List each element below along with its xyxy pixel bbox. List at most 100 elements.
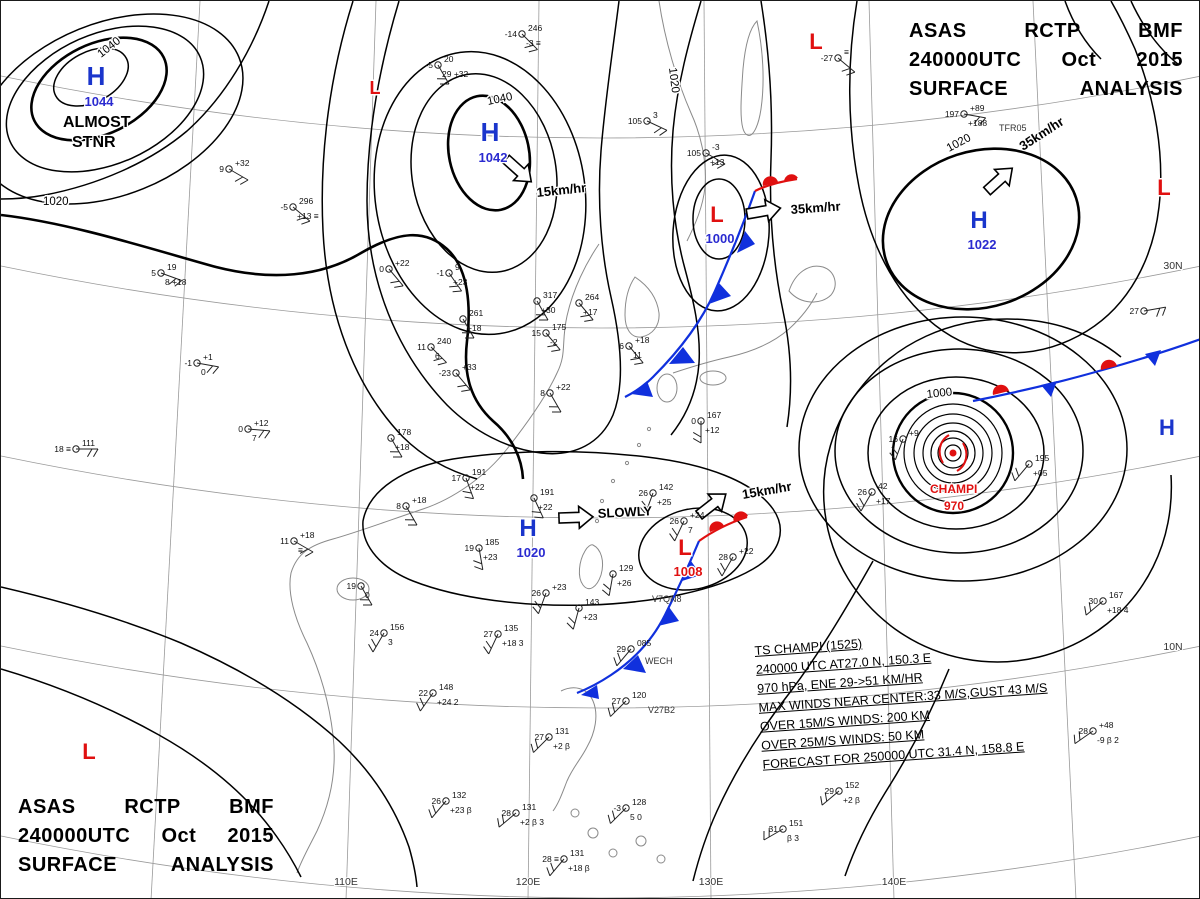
wind-barb-tick-icon xyxy=(474,566,483,571)
station-pressure: +22 xyxy=(395,258,410,268)
low-center-symbol: L xyxy=(710,202,723,227)
station-temp: 16 xyxy=(889,434,899,444)
wind-barb-tick-icon xyxy=(428,809,433,819)
wind-barb-tick-icon xyxy=(368,643,374,653)
station-pressure: 20 xyxy=(444,54,454,64)
station-circle-icon xyxy=(442,797,450,805)
arrow-e-icon xyxy=(745,198,782,224)
station-circle-icon xyxy=(445,269,453,277)
station-extra: +17 xyxy=(583,307,598,317)
station-plot: 264 +17 xyxy=(575,292,599,322)
wind-barb-icon xyxy=(895,438,904,460)
station-circle-icon xyxy=(1140,307,1148,315)
station-circle-icon xyxy=(1025,460,1033,468)
station-temp: 15 xyxy=(532,328,542,338)
station-pressure: 178 xyxy=(397,427,411,437)
station-plot: 129 +26 xyxy=(601,563,633,597)
station-plot: -3 128 5 0 xyxy=(607,797,646,824)
station-plot: 6 +18 11 xyxy=(619,335,650,365)
station-temp: 22 xyxy=(419,688,429,698)
wind-barb-icon xyxy=(390,437,403,458)
station-pressure: +9 xyxy=(909,428,919,438)
wind-barb-tick-icon xyxy=(416,702,421,712)
wind-barb-tick-icon xyxy=(551,349,561,352)
pressure-center: L xyxy=(368,77,382,100)
wind-barb-icon xyxy=(536,300,549,321)
station-plot: 0 167 +12 xyxy=(691,410,721,444)
pressure-center: H 1044 xyxy=(83,60,115,111)
station-pressure: 240 xyxy=(437,336,451,346)
wind-barb-tick-icon xyxy=(534,600,541,609)
wind-barb-tick-icon xyxy=(716,163,726,169)
pressure-value: 1000 xyxy=(706,231,735,246)
wind-barb-tick-icon xyxy=(566,622,574,630)
wind-barb-icon xyxy=(455,372,471,391)
wind-barb-icon xyxy=(616,648,632,667)
station-pressure: 317 xyxy=(543,290,557,300)
wind-barb-tick-icon xyxy=(530,743,534,753)
station-extra: 0 xyxy=(365,590,370,600)
station-plot: 26 132 +23 β xyxy=(428,790,472,819)
station-circle-icon xyxy=(622,804,630,812)
station-circle-icon xyxy=(1089,727,1097,735)
station-temp: 28 xyxy=(502,808,512,818)
station-circle-icon xyxy=(575,299,583,307)
station-temp: 17 xyxy=(452,473,462,483)
station-temp: 6 xyxy=(619,341,624,351)
station-temp: 5 xyxy=(151,268,156,278)
movement-arrows xyxy=(501,154,1014,530)
station-circle-icon xyxy=(289,203,297,211)
station-temp: 28 xyxy=(719,552,729,562)
station-extra: +18 4 xyxy=(1107,605,1129,615)
wind-barb-icon xyxy=(160,272,182,281)
station-pressure: 264 xyxy=(585,292,599,302)
station-plot: 197 +89 +188 xyxy=(945,103,988,128)
wind-barb-icon xyxy=(610,807,627,824)
station-circle-icon xyxy=(627,645,635,653)
wind-barb-tick-icon xyxy=(1156,308,1161,317)
station-pressure: 9 xyxy=(455,262,460,272)
stationary-front-east xyxy=(972,338,1199,403)
wind-barb-tick-icon xyxy=(304,551,314,557)
station-temp: -5 xyxy=(280,202,288,212)
wind-barb-tick-icon xyxy=(1015,467,1020,477)
station-plot: 191 +22 xyxy=(530,487,554,519)
front-layer xyxy=(576,174,1199,699)
station-temp: 29 xyxy=(617,644,627,654)
high-center-symbol: H xyxy=(1159,415,1175,440)
station-plot: 0 +12 7 xyxy=(238,418,271,443)
wind-barb-tick-icon xyxy=(659,129,668,136)
wind-barb-tick-icon xyxy=(584,319,594,322)
wind-barb-icon xyxy=(292,206,311,222)
station-temp: 19 xyxy=(347,581,357,591)
wind-barb-tick-icon xyxy=(174,280,182,287)
station-temp: 26 xyxy=(432,796,442,806)
station-pressure: 261 xyxy=(469,308,483,318)
pressure-center: H 1020 xyxy=(515,514,546,562)
wind-barb-icon xyxy=(578,302,594,321)
station-temp: 27 xyxy=(612,696,622,706)
wind-barb-icon xyxy=(763,828,784,841)
station-circle-icon xyxy=(546,389,554,397)
station-temp: -3 xyxy=(613,803,621,813)
ship-label: V7QN8 xyxy=(652,594,682,604)
station-pressure: 132 xyxy=(452,790,466,800)
pressure-value: 1022 xyxy=(968,237,997,252)
wind-barb-tick-icon xyxy=(1162,307,1167,316)
labels-layer: H 1044 H 1042 L 1000 L L H 1022 H 1020 L 1008 H L L ALMOS… xyxy=(42,28,1184,890)
wind-barb-icon xyxy=(430,346,447,363)
station-pressure: +24 xyxy=(690,510,705,520)
station-extra: +2 β xyxy=(553,741,570,751)
wind-barb-icon xyxy=(645,492,654,514)
station-extra: +23 xyxy=(453,277,468,287)
station-extra: +2 β xyxy=(843,795,860,805)
station-temp: 24 xyxy=(370,628,380,638)
station-plot: 22 148 +24 2 xyxy=(416,682,459,712)
station-temp: 105 xyxy=(628,116,642,126)
high-center-symbol: H xyxy=(481,117,500,147)
station-plot: -1 +1 0 xyxy=(184,352,220,377)
station-pressure: +18 xyxy=(635,335,650,345)
station-pressure: 131 xyxy=(570,848,584,858)
wind-barb-icon xyxy=(821,790,840,806)
station-pressure: 42 xyxy=(878,481,888,491)
